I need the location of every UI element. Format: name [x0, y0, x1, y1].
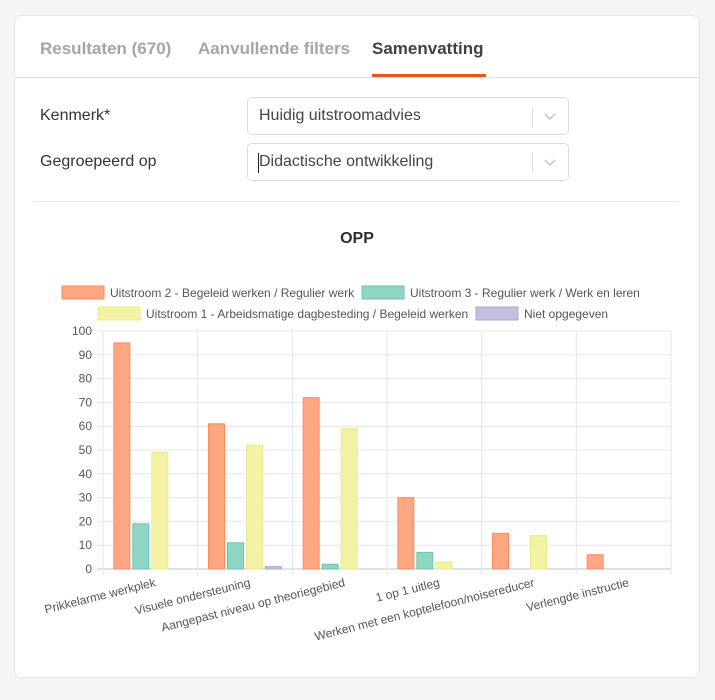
bar [132, 523, 150, 570]
tab-aanvullende-filters[interactable]: Aanvullende filters [198, 39, 351, 58]
legend-label: Niet opgegeven [524, 307, 608, 321]
y-tick-label: 50 [79, 443, 93, 457]
select-separator [532, 152, 533, 174]
x-tick-label: Aangepast niveau op theoriegebied [160, 575, 347, 634]
gegroepeerd-label: Gegroepeerd op [40, 153, 157, 170]
kenmerk-select[interactable]: Huidig uitstroomadvies [247, 97, 569, 135]
tab-bar: Resultaten (670) Aanvullende filters Sam… [15, 16, 699, 78]
tab-resultaten[interactable]: Resultaten (670) [40, 39, 172, 58]
bar [435, 561, 453, 570]
y-tick-label: 100 [72, 324, 92, 338]
bar [113, 342, 131, 570]
y-tick-label: 90 [79, 348, 93, 362]
legend-label: Uitstroom 2 - Begeleid werken / Regulier… [110, 286, 355, 300]
bar [397, 497, 415, 570]
y-tick-label: 10 [79, 538, 93, 552]
bar [265, 566, 282, 570]
text-caret [258, 153, 259, 173]
chart-title: OPP [340, 230, 374, 247]
bar [492, 532, 509, 570]
bar [530, 535, 547, 570]
kenmerk-select-value: Huidig uitstroomadvies [259, 107, 421, 124]
x-tick-label: Verlengde instructie [525, 575, 631, 614]
select-separator [532, 106, 533, 128]
y-tick-label: 80 [79, 372, 93, 386]
y-tick-label: 30 [79, 491, 93, 505]
legend-swatch [475, 306, 519, 321]
summary-card: Resultaten (670) Aanvullende filters Sam… [14, 15, 700, 678]
bar [227, 542, 244, 570]
legend-swatch [361, 285, 405, 300]
gegroepeerd-select[interactable]: Didactische ontwikkeling [247, 143, 569, 181]
chevron-down-icon[interactable] [541, 155, 559, 171]
y-tick-label: 40 [79, 467, 93, 481]
bar [208, 423, 225, 570]
y-tick-label: 70 [79, 395, 93, 409]
divider [33, 201, 679, 202]
legend-swatch [61, 285, 105, 300]
legend-label: Uitstroom 1 - Arbeidsmatige dagbesteding… [146, 307, 468, 321]
chevron-down-icon[interactable] [541, 109, 559, 125]
active-tab-indicator [372, 74, 486, 77]
tab-samenvatting[interactable]: Samenvatting [372, 39, 484, 58]
y-tick-label: 60 [79, 419, 93, 433]
bar [340, 428, 358, 570]
legend-swatch [97, 306, 141, 321]
bar [246, 444, 263, 570]
bar [586, 554, 604, 570]
y-tick-label: 0 [85, 562, 92, 576]
bar [151, 451, 169, 570]
bar [416, 551, 434, 570]
gegroepeerd-select-value: Didactische ontwikkeling [259, 153, 434, 170]
bar [321, 563, 339, 570]
kenmerk-label: Kenmerk* [40, 107, 111, 124]
y-tick-label: 20 [79, 514, 93, 528]
legend-label: Uitstroom 3 - Regulier werk / Werk en le… [410, 286, 640, 300]
bar [302, 397, 320, 570]
